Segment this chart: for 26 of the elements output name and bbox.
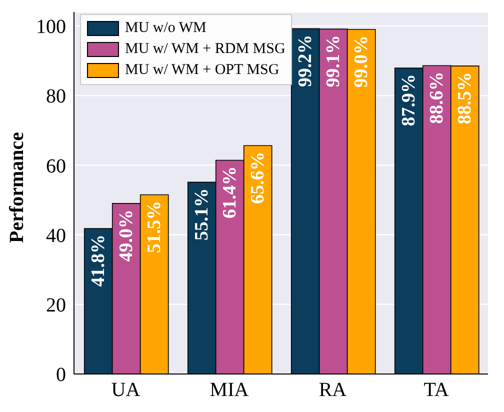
x-tick-label: UA	[111, 379, 141, 402]
x-tick-label: RA	[318, 379, 348, 402]
data-label: 49.0%	[116, 209, 137, 262]
data-label: 99.1%	[322, 35, 344, 88]
data-label: 55.1%	[191, 188, 212, 240]
y-tick-label: 60	[46, 155, 66, 178]
y-axis-title: Performance	[6, 132, 28, 243]
y-tick-label: 0	[56, 364, 66, 386]
data-label: 61.4%	[219, 166, 240, 219]
data-label: 88.5%	[454, 72, 476, 124]
data-label: 65.6%	[247, 152, 268, 204]
data-label: 51.5%	[144, 200, 165, 253]
legend-label: MU w/o WM	[125, 20, 206, 37]
legend-label: MU w/ WM + OPT MSG	[125, 62, 280, 79]
x-tick-label: TA	[424, 379, 450, 402]
y-tick-label: 80	[46, 86, 66, 108]
y-tick-label: 40	[46, 224, 66, 247]
data-label: 99.0%	[350, 35, 372, 88]
data-label: 87.9%	[398, 74, 420, 126]
data-label: 88.6%	[426, 72, 448, 124]
data-label: 41.8%	[88, 234, 109, 287]
legend-label: MU w/ WM + RDM MSG	[125, 41, 286, 58]
data-label: 99.2%	[294, 34, 316, 87]
x-tick-label: MIA	[210, 379, 250, 402]
y-tick-label: 20	[46, 294, 66, 316]
y-tick-label: 100	[36, 16, 66, 38]
